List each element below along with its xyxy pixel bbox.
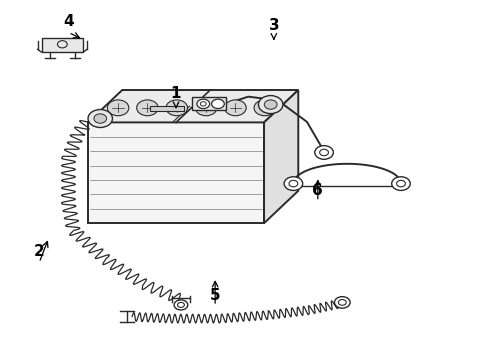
Polygon shape: [264, 90, 298, 223]
Polygon shape: [88, 122, 264, 223]
Circle shape: [224, 100, 246, 116]
Circle shape: [94, 114, 106, 123]
Circle shape: [258, 95, 283, 113]
Circle shape: [195, 100, 217, 116]
Bar: [192, 97, 226, 110]
Circle shape: [284, 177, 302, 190]
Bar: [149, 106, 183, 111]
Text: 5: 5: [209, 288, 220, 303]
Circle shape: [254, 100, 275, 116]
Circle shape: [197, 99, 209, 109]
Text: 1: 1: [170, 86, 181, 101]
Bar: [41, 38, 83, 52]
Circle shape: [314, 145, 333, 159]
Circle shape: [174, 300, 187, 310]
Circle shape: [107, 100, 129, 116]
Text: 2: 2: [34, 244, 44, 260]
Circle shape: [88, 109, 112, 127]
Circle shape: [165, 100, 187, 116]
Circle shape: [137, 100, 158, 116]
Text: 4: 4: [63, 14, 74, 29]
Circle shape: [211, 99, 224, 109]
Polygon shape: [88, 90, 298, 122]
Circle shape: [264, 100, 277, 109]
Text: 6: 6: [312, 183, 323, 198]
Text: 3: 3: [268, 18, 279, 33]
Circle shape: [334, 297, 349, 308]
Circle shape: [391, 177, 409, 190]
